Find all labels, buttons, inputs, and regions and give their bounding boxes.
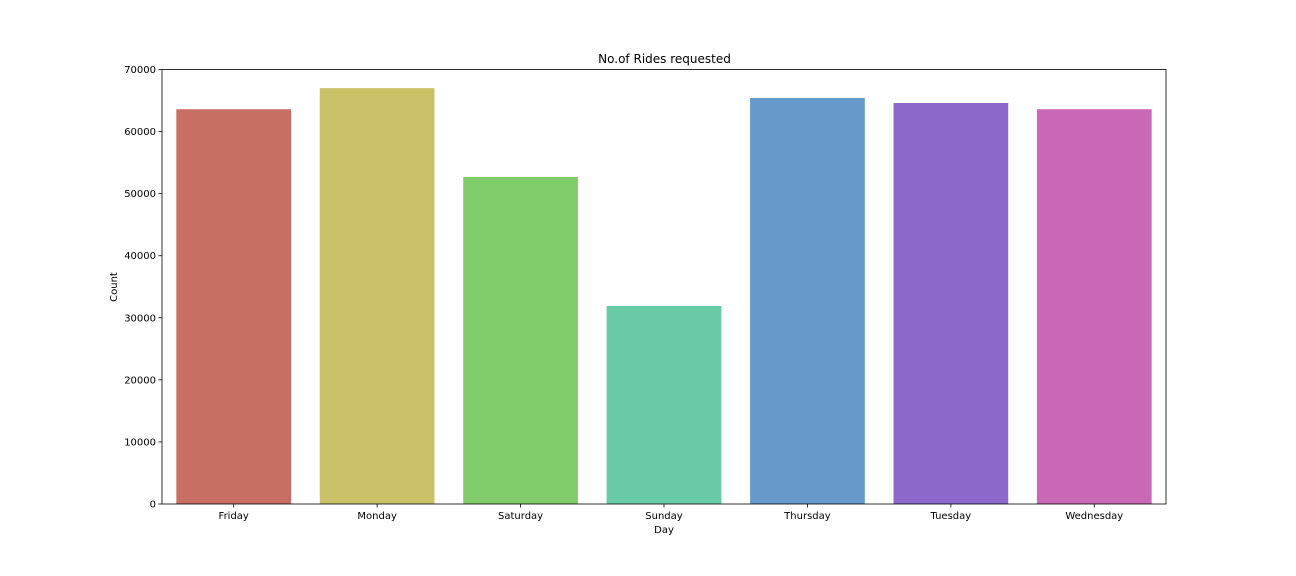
y-tick-label: 30000 [124, 313, 156, 324]
bar-thursday [750, 98, 865, 505]
y-axis-label: Count [109, 272, 120, 302]
x-tick-label: Sunday [645, 511, 682, 522]
bar-sunday [606, 305, 722, 504]
x-tick-label: Saturday [498, 511, 543, 522]
bars-group [176, 88, 1152, 505]
bar-monday [319, 88, 435, 505]
bar-friday [176, 109, 292, 504]
bar-saturday [463, 176, 578, 504]
y-tick-label: 70000 [124, 65, 156, 76]
x-tick-label: Wednesday [1065, 511, 1123, 522]
y-tick-label: 60000 [124, 127, 156, 138]
y-tick-label: 20000 [124, 375, 156, 386]
y-tick-label: 50000 [124, 189, 156, 200]
bar-tuesday [893, 103, 1009, 505]
x-axis: Friday Monday Saturday Sunday Thursday Tuesda… [219, 504, 1123, 522]
y-tick-label: 10000 [124, 437, 156, 448]
x-tick-label: Tuesday [930, 511, 972, 522]
x-tick-label: Thursday [783, 511, 831, 522]
chart-title: No.of Rides requested [598, 52, 731, 66]
x-axis-label: Day [654, 525, 674, 536]
x-tick-label: Monday [357, 511, 397, 522]
x-tick-label: Friday [219, 511, 249, 522]
bar-wednesday [1036, 109, 1152, 504]
y-tick-label: 40000 [124, 251, 156, 262]
y-axis: 0 10000 20000 30000 40000 50000 60000 70000 [124, 65, 162, 511]
y-tick-label: 0 [150, 500, 156, 511]
